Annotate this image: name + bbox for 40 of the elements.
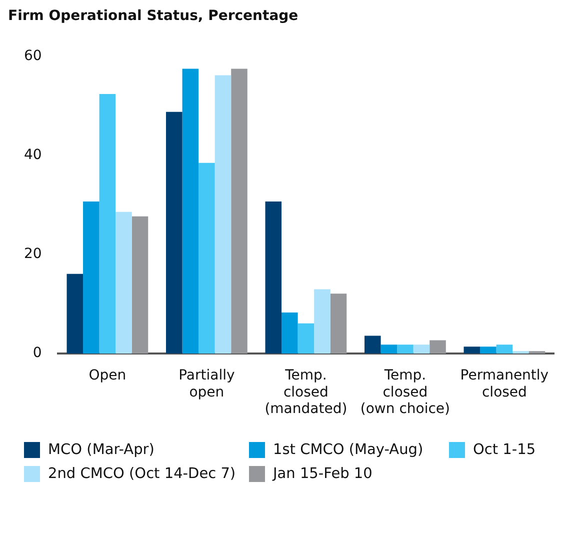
- bar: [66, 274, 84, 354]
- bar: [214, 75, 232, 354]
- y-tick-label: 20: [24, 246, 42, 262]
- bar: [380, 344, 398, 354]
- bar: [182, 68, 199, 354]
- legend-label: 1st CMCO (May-Aug): [273, 442, 424, 458]
- x-tick-label: Permanently closed: [460, 368, 549, 400]
- bar: [430, 340, 446, 354]
- x-tick-label: Temp. closed (own choice): [360, 368, 450, 418]
- legend-label: 2nd CMCO (Oct 14-Dec 7): [48, 466, 236, 482]
- bar: [330, 294, 347, 354]
- bar: [265, 202, 282, 354]
- bar: [528, 351, 546, 354]
- chart-title: Firm Operational Status, Percentage: [8, 8, 300, 24]
- bar: [464, 346, 480, 354]
- legend-label: Jan 15-Feb 10: [273, 466, 372, 482]
- legend-label: MCO (Mar-Apr): [48, 442, 154, 458]
- bar: [99, 94, 116, 354]
- bar: [166, 112, 182, 354]
- bar: [512, 351, 529, 354]
- bar: [314, 289, 330, 354]
- bar: [231, 68, 248, 354]
- bar: [282, 312, 298, 354]
- bar: [132, 216, 148, 354]
- y-tick-label: 0: [32, 345, 42, 362]
- bar: [198, 162, 215, 354]
- bar: [116, 212, 132, 354]
- bar: [496, 344, 513, 354]
- y-tick-label: 60: [24, 48, 42, 64]
- bar: [83, 202, 100, 354]
- bar: [480, 346, 496, 354]
- bar: [413, 344, 430, 354]
- bar: [298, 323, 314, 354]
- y-tick-label: 40: [24, 147, 42, 164]
- bar: [364, 336, 381, 354]
- x-tick-label: Open: [88, 368, 126, 384]
- x-tick-label: Temp. closed (mandated): [264, 368, 348, 418]
- bar: [397, 344, 414, 354]
- legend-label: Oct 1-15: [473, 442, 536, 458]
- x-tick-label: Partially open: [178, 368, 235, 400]
